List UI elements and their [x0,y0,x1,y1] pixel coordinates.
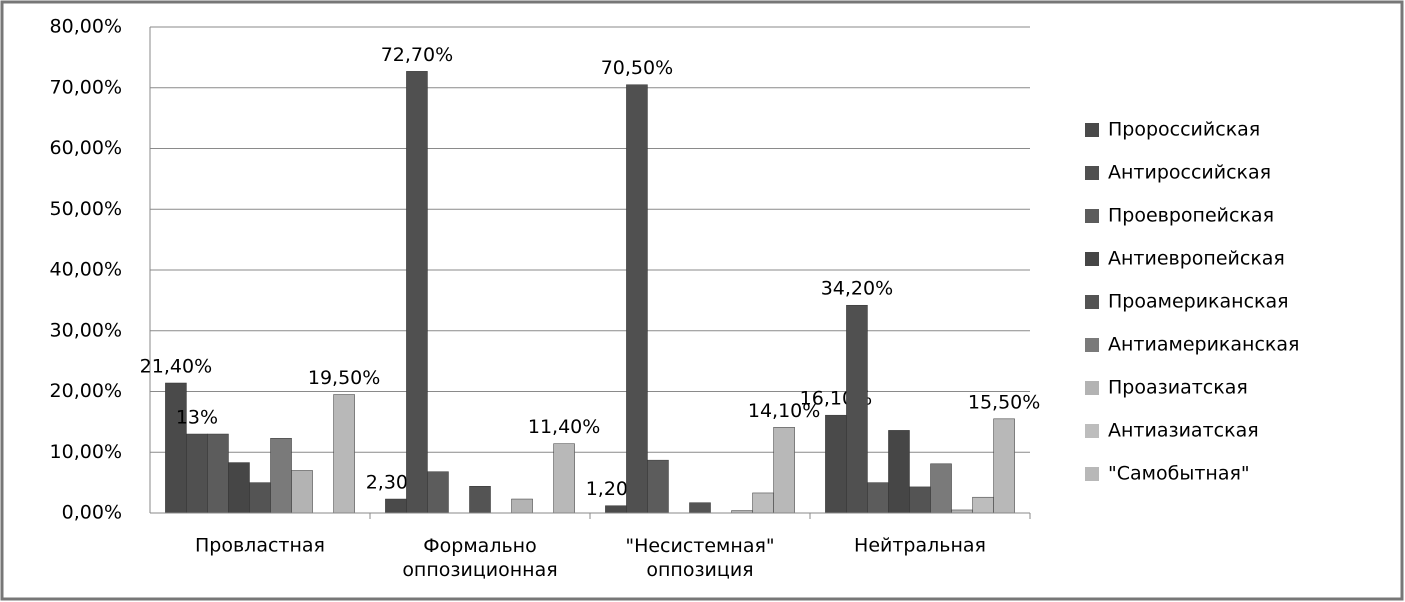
value-label: 19,50% [308,367,380,389]
value-label: 15,50% [968,391,1040,413]
value-label: 21,40% [140,355,212,377]
x-tick-label: Провластная [195,535,325,557]
legend-label: "Самобытная" [1108,463,1250,485]
bar [773,427,795,514]
y-tick-label: 10,00% [50,441,122,463]
bar [888,430,910,514]
legend-swatch [1085,166,1099,180]
legend-swatch [1085,295,1099,309]
x-tick-label: "Несистемная" оппозиция [625,535,774,581]
legend-swatch [1085,381,1099,395]
legend-swatch [1085,123,1099,137]
y-tick-label: 40,00% [50,259,122,281]
bar [553,443,575,514]
legend-label: Антиевропейская [1108,248,1285,270]
value-label: 13% [176,407,218,429]
legend-swatch [1085,338,1099,352]
bar [909,486,931,514]
bar [291,470,313,514]
bar [186,433,208,514]
legend-swatch [1085,424,1099,438]
y-tick-label: 0,00% [62,502,122,524]
legend-label: Проевропейская [1108,205,1274,227]
legend-label: Проазиатская [1108,377,1248,399]
value-label: 14,10% [748,400,820,422]
bar [647,459,669,514]
bar [825,414,847,514]
bar [626,84,648,514]
bar [427,471,449,514]
bar [385,498,407,514]
legend-swatch [1085,209,1099,223]
bar [406,71,428,514]
legend-label: Антиазиатская [1108,420,1259,442]
y-tick-label: 60,00% [50,137,122,159]
x-tick-label: Нейтральная [854,535,986,557]
y-tick-label: 30,00% [50,319,122,341]
bar [972,496,994,514]
legend-swatch [1085,467,1099,481]
bar [228,462,250,514]
legend-swatch [1085,252,1099,266]
bar [165,382,187,514]
bar [270,438,292,514]
x-tick-label: Формально оппозиционная [402,535,557,581]
y-tick-label: 50,00% [50,198,122,220]
value-label: 72,70% [381,44,453,66]
y-tick-label: 20,00% [50,380,122,402]
bar [867,482,889,514]
bar [207,433,229,514]
value-label: 34,20% [821,278,893,300]
legend-label: Антиамериканская [1108,334,1299,356]
legend-label: Проамериканская [1108,291,1289,313]
y-tick-label: 70,00% [50,76,122,98]
bar [689,502,711,514]
legend-label: Антироссийская [1108,162,1271,184]
bar [605,505,627,514]
bar [469,486,491,514]
bar [846,304,868,514]
value-label: 11,40% [528,416,600,438]
y-tick-label: 80,00% [50,16,122,38]
bar [511,498,533,514]
bar [930,463,952,514]
bar [333,394,355,514]
bar [752,492,774,514]
legend-label: Пророссийская [1108,119,1260,141]
value-label: 70,50% [601,57,673,79]
bar [249,482,271,514]
bar [993,418,1015,514]
